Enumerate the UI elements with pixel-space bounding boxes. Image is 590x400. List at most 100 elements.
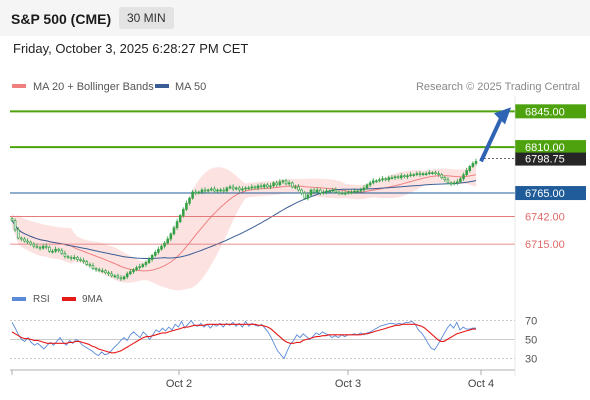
candle bbox=[325, 188, 328, 195]
candle bbox=[328, 189, 331, 193]
candle bbox=[172, 225, 176, 236]
candle bbox=[132, 268, 135, 274]
candle bbox=[178, 213, 182, 224]
candle bbox=[41, 244, 45, 250]
candle bbox=[437, 170, 440, 177]
candle bbox=[63, 250, 67, 259]
candle bbox=[191, 189, 194, 200]
candle bbox=[290, 181, 294, 189]
candle bbox=[94, 267, 98, 272]
ma20-legend-label: MA 20 + Bollinger Bands bbox=[33, 81, 154, 93]
candle bbox=[57, 247, 60, 253]
ma50-line bbox=[11, 180, 477, 259]
last-price-label: 6798.75 bbox=[525, 154, 565, 166]
candles bbox=[10, 158, 478, 282]
level-tag-6845.00 bbox=[515, 104, 586, 119]
candle bbox=[88, 262, 92, 268]
level-tag-6765.00 bbox=[515, 186, 586, 201]
candle bbox=[322, 189, 325, 195]
candle bbox=[101, 267, 104, 273]
candle bbox=[38, 245, 42, 251]
instrument-title: S&P 500 (CME) bbox=[11, 11, 112, 27]
candle bbox=[412, 173, 415, 177]
candle bbox=[465, 167, 468, 177]
candle bbox=[253, 185, 257, 190]
candle bbox=[26, 238, 29, 245]
price-level-labels: 6845.00 6810.00 6765.00 6742.00 6715.00 6798.… bbox=[515, 104, 586, 251]
ma50-legend-label: MA 50 bbox=[175, 81, 206, 93]
candle bbox=[297, 184, 300, 192]
candle bbox=[185, 200, 188, 211]
rsi-ma-line bbox=[11, 323, 476, 354]
candle bbox=[256, 183, 260, 191]
candle bbox=[76, 255, 79, 262]
candle bbox=[446, 177, 450, 185]
candle bbox=[365, 183, 369, 190]
interval-badge[interactable]: 30 MIN bbox=[119, 7, 174, 29]
candle bbox=[471, 161, 475, 169]
price-levels bbox=[10, 110, 515, 245]
candle bbox=[231, 184, 235, 192]
candle bbox=[144, 260, 148, 267]
candle bbox=[29, 240, 32, 246]
candle bbox=[206, 188, 210, 194]
candle bbox=[456, 179, 459, 186]
candle bbox=[275, 180, 278, 188]
candle bbox=[303, 190, 307, 200]
candle bbox=[300, 188, 303, 196]
candle bbox=[175, 218, 179, 231]
candle bbox=[353, 188, 356, 194]
candle bbox=[234, 186, 238, 191]
candle bbox=[122, 275, 126, 281]
candle bbox=[315, 187, 319, 194]
candle bbox=[210, 186, 213, 192]
candle bbox=[44, 243, 48, 250]
candle bbox=[13, 218, 17, 233]
candle bbox=[294, 184, 297, 190]
candle bbox=[194, 189, 198, 196]
candle bbox=[278, 179, 282, 187]
level-label-6715.00: 6715.00 bbox=[525, 239, 565, 251]
rsi-tick-30: 30 bbox=[525, 354, 537, 366]
candle bbox=[244, 186, 247, 192]
candle bbox=[343, 190, 347, 196]
candle bbox=[10, 217, 14, 223]
candle bbox=[312, 187, 316, 195]
candle bbox=[216, 188, 219, 193]
forecast-arrow-group bbox=[479, 107, 511, 163]
candle bbox=[418, 170, 422, 177]
candle bbox=[337, 190, 341, 196]
candle bbox=[393, 175, 397, 180]
candle bbox=[107, 270, 110, 277]
candle bbox=[424, 171, 428, 176]
candle bbox=[200, 187, 204, 195]
candle bbox=[384, 177, 387, 182]
candle bbox=[222, 187, 226, 193]
moving-averages bbox=[11, 174, 477, 272]
candle bbox=[85, 259, 89, 267]
candle bbox=[406, 173, 409, 179]
candle bbox=[197, 190, 201, 195]
candle bbox=[104, 269, 107, 275]
candle bbox=[428, 169, 431, 176]
candle bbox=[181, 207, 185, 218]
candle bbox=[359, 187, 363, 193]
bollinger-band-fill bbox=[12, 162, 476, 291]
candle bbox=[66, 254, 70, 259]
candle bbox=[32, 241, 36, 249]
candle bbox=[35, 243, 39, 249]
rsi-legend-swatch bbox=[12, 297, 26, 301]
ma20-line bbox=[11, 174, 477, 272]
rsi-tick-50: 50 bbox=[525, 335, 537, 347]
candle bbox=[213, 186, 216, 194]
candle bbox=[20, 236, 23, 242]
candle bbox=[287, 180, 291, 187]
candle bbox=[241, 186, 244, 192]
candle bbox=[449, 181, 453, 187]
candle bbox=[415, 171, 419, 177]
level-label-6765.00: 6765.00 bbox=[525, 188, 565, 200]
candle bbox=[135, 265, 138, 272]
candle bbox=[125, 271, 129, 280]
candle bbox=[238, 185, 241, 193]
candle bbox=[421, 172, 425, 177]
